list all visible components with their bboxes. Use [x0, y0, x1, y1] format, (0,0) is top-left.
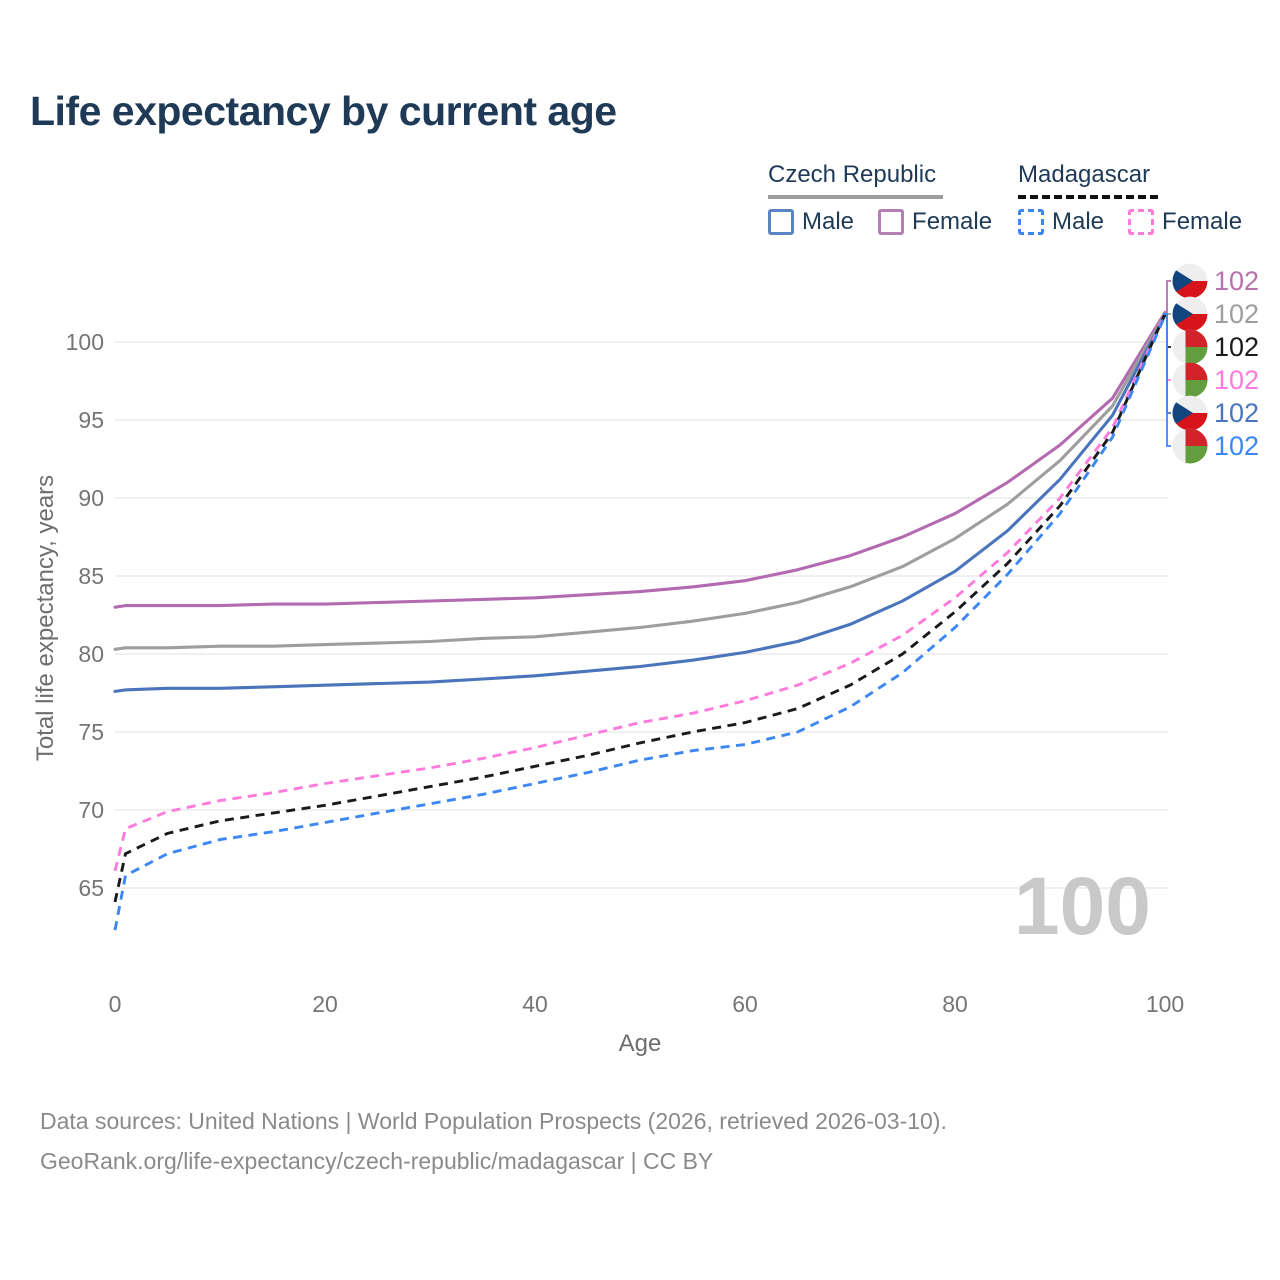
- czech-republic-flag-icon: [1172, 263, 1208, 299]
- y-tick-label: 65: [78, 875, 104, 901]
- flag-blue-triangle: [1172, 301, 1193, 327]
- madagascar-female-checkbox[interactable]: [1128, 209, 1155, 235]
- czech-male-checkbox[interactable]: [768, 209, 794, 235]
- series-line-czech-republic-female: [113, 310, 1167, 609]
- gridlines-layer: [115, 341, 1168, 889]
- end-value-label: 102: [1214, 332, 1259, 362]
- x-tick-label: 0: [109, 991, 122, 1017]
- legend-group-madagascar: Madagascar Male Female: [1018, 161, 1266, 236]
- x-tick-label: 80: [942, 991, 968, 1017]
- flag-red-field: [1185, 329, 1208, 347]
- flag-blue-triangle: [1172, 268, 1193, 294]
- czech-republic-flag-icon: [1172, 395, 1208, 431]
- y-tick-label: 75: [78, 719, 104, 745]
- y-tick-label: 80: [78, 641, 104, 667]
- legend-underline-solid: [768, 195, 943, 199]
- series-line-czech-republic-male: [113, 313, 1167, 693]
- legend-country-name: Czech Republic: [768, 161, 937, 188]
- y-tick-label: 90: [78, 485, 104, 511]
- flag-green-field: [1185, 347, 1208, 365]
- tick-labels-layer: 65 70 75 80 85 90 95 100 0 20 40 60 80 100: [66, 329, 1185, 1017]
- end-value-label: 102: [1214, 431, 1259, 461]
- end-value-label: 102: [1214, 365, 1259, 395]
- legend-item-czech-male: Male: [768, 208, 854, 236]
- leader-line: [1163, 280, 1171, 315]
- flag-blue-triangle: [1172, 400, 1193, 426]
- page-title: Life expectancy by current age: [30, 88, 617, 134]
- x-tick-label: 100: [1146, 991, 1184, 1017]
- flag-green-field: [1185, 380, 1208, 398]
- madagascar-flag-icon: [1172, 329, 1208, 365]
- x-axis-title: Age: [618, 1030, 662, 1057]
- end-value-label: 102: [1214, 299, 1259, 329]
- czech-republic-flag-icon: [1172, 296, 1208, 332]
- y-tick-label: 85: [78, 563, 104, 589]
- legend-item-madagascar-male: Male: [1018, 208, 1104, 236]
- data-sources-note: Data sources: United Nations | World Pop…: [40, 1108, 947, 1134]
- legend-item-madagascar-female: Female: [1128, 208, 1242, 236]
- x-tick-label: 20: [312, 991, 338, 1017]
- legend-underline-dashed: [1018, 195, 1158, 199]
- legend-item-label: Male: [1052, 208, 1105, 235]
- y-tick-label: 100: [66, 329, 104, 355]
- flag-red-field: [1185, 362, 1208, 380]
- flag-red-field: [1185, 428, 1208, 446]
- current-age-watermark: 100: [1014, 861, 1151, 952]
- legend-country-name: Madagascar: [1018, 161, 1151, 188]
- flag-green-field: [1185, 446, 1208, 464]
- y-tick-label: 95: [78, 407, 104, 433]
- x-tick-label: 40: [522, 991, 548, 1017]
- series-line-madagascar-male: [113, 314, 1167, 931]
- y-axis-title: Total life expectancy, years: [32, 474, 59, 762]
- end-value-label: 102: [1214, 266, 1259, 296]
- y-tick-label: 70: [78, 797, 104, 823]
- legend-item-label: Male: [802, 208, 855, 235]
- series-line-czech-republic-both-sexes: [113, 312, 1167, 651]
- czech-female-checkbox[interactable]: [878, 209, 905, 235]
- end-value-label: 102: [1214, 398, 1259, 428]
- legend-item-czech-female: Female: [878, 208, 992, 236]
- legend-item-label: Female: [1162, 208, 1243, 235]
- legend-group-czech-republic: Czech Republic Male Female: [768, 161, 1016, 236]
- x-tick-label: 60: [732, 991, 758, 1017]
- series-line-madagascar-female: [113, 313, 1167, 872]
- legend-item-label: Female: [912, 208, 993, 235]
- madagascar-male-checkbox[interactable]: [1018, 209, 1044, 235]
- madagascar-flag-icon: [1172, 428, 1208, 464]
- series-layer: [113, 310, 1167, 931]
- attribution-link: GeoRank.org/life-expectancy/czech-republ…: [40, 1148, 714, 1174]
- leader-line: [1163, 313, 1171, 447]
- madagascar-flag-icon: [1172, 362, 1208, 398]
- series-line-madagascar-both-sexes: [113, 313, 1167, 903]
